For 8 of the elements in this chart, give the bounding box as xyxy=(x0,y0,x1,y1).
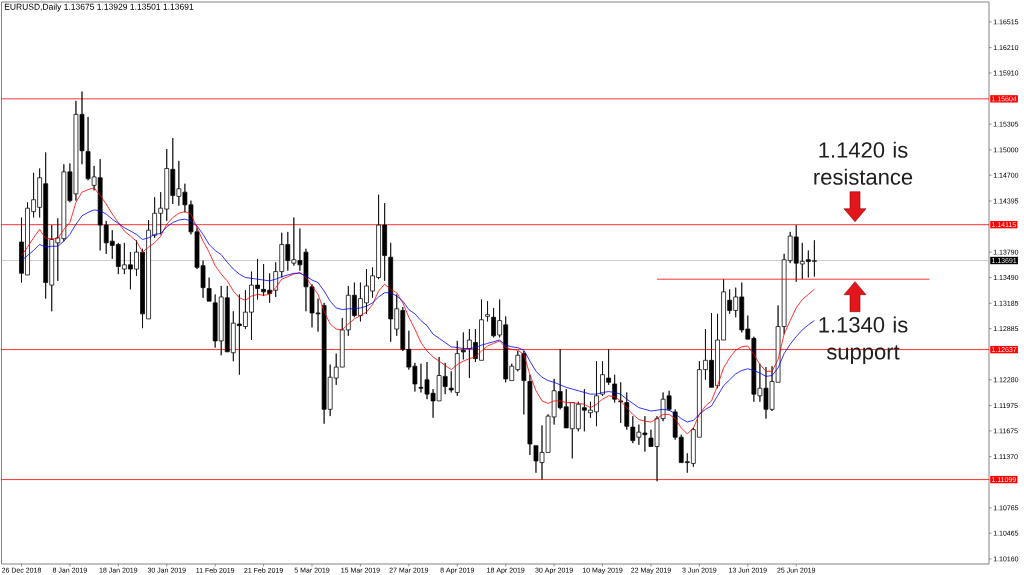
candlestick xyxy=(624,392,630,431)
chart-title: EURUSD,Daily 1.13675 1.13929 1.13501 1.13691 xyxy=(4,3,194,12)
candlestick xyxy=(460,332,466,360)
annotation: 1.1340 is support xyxy=(819,316,908,364)
annotation: 1.1420 is resistance xyxy=(814,141,913,185)
candlestick xyxy=(527,374,533,456)
candlestick xyxy=(485,300,490,322)
candlestick xyxy=(206,277,212,302)
